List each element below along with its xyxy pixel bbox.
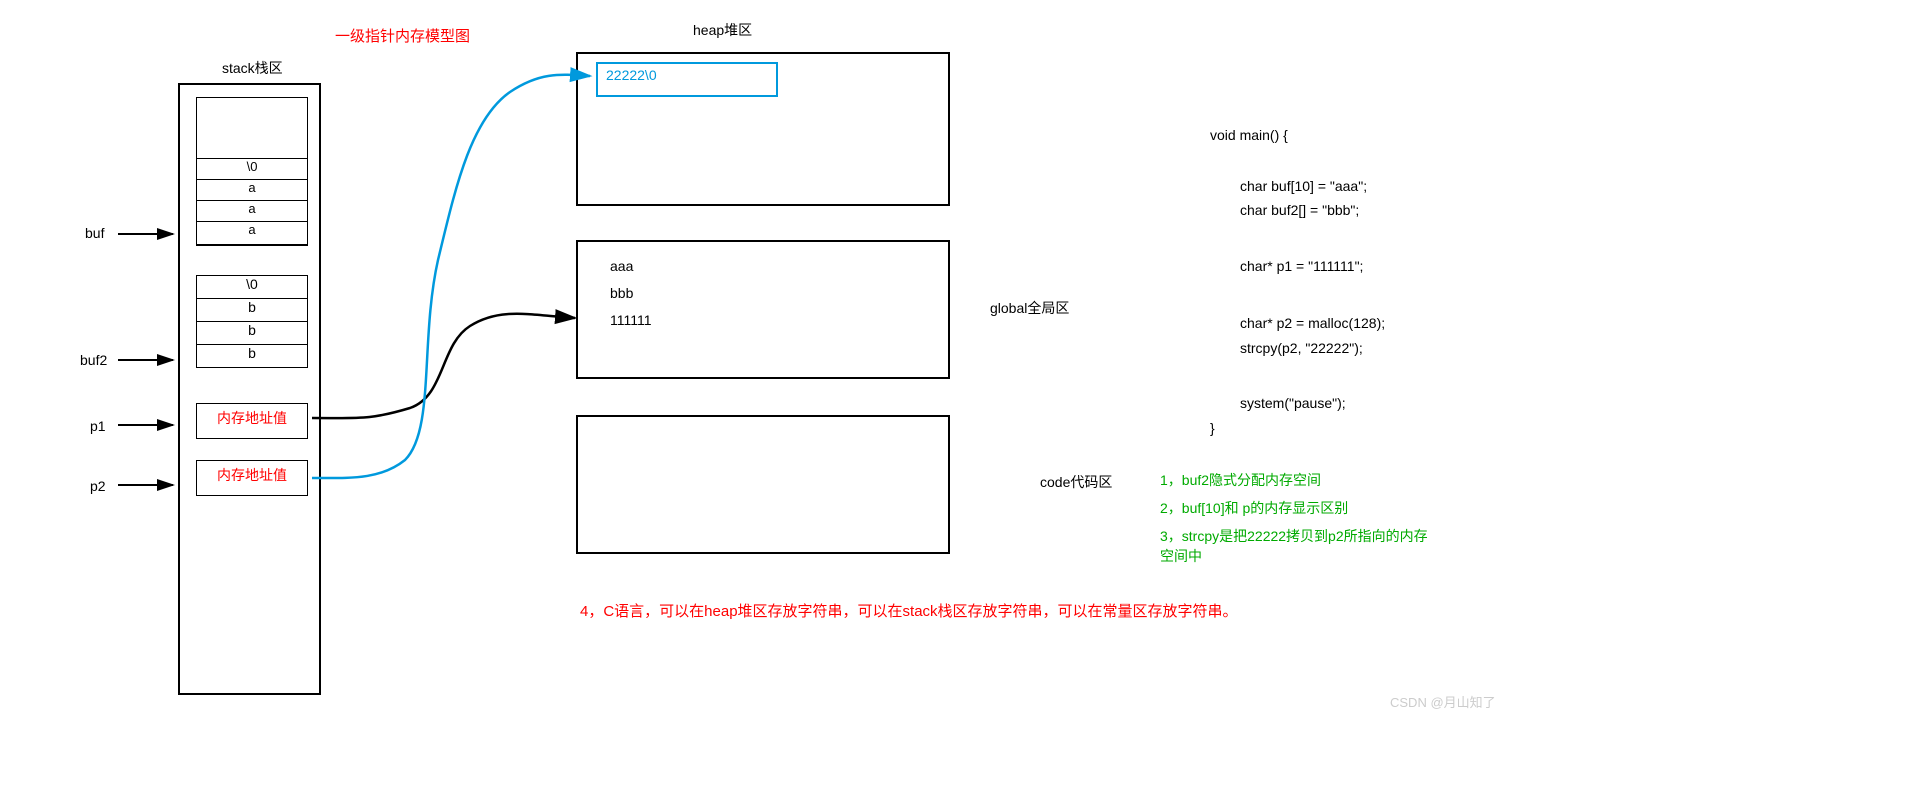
global-line: bbb — [610, 285, 633, 301]
code-line: char buf2[] = "bbb"; — [1240, 202, 1359, 218]
code-line: system("pause"); — [1240, 395, 1346, 411]
code-line: char buf[10] = "aaa"; — [1240, 178, 1367, 194]
buf-cell: a — [196, 179, 308, 201]
buf2-cell: b — [196, 298, 308, 322]
note: 1，buf2隐式分配内存空间 — [1160, 470, 1321, 490]
code-line: } — [1210, 420, 1215, 436]
heap-value-box: 22222\0 — [596, 62, 778, 97]
buf2-cell: b — [196, 344, 308, 368]
p2-label: p2 — [90, 478, 106, 494]
p1-box: 内存地址值 — [196, 403, 308, 439]
stack-title: stack栈区 — [222, 58, 283, 78]
note: 2，buf[10]和 p的内存显示区别 — [1160, 498, 1348, 518]
buf2-cell: b — [196, 321, 308, 345]
global-line: 111111 — [610, 312, 652, 328]
global-title: global全局区 — [990, 298, 1069, 318]
heap-title: heap堆区 — [693, 20, 752, 40]
buf2-cell: \0 — [196, 275, 308, 299]
buf2-label: buf2 — [80, 352, 107, 368]
code-line: strcpy(p2, "22222"); — [1240, 340, 1363, 356]
p2-box: 内存地址值 — [196, 460, 308, 496]
summary-note: 4，C语言，可以在heap堆区存放字符串，可以在stack栈区存放字符串，可以在… — [580, 600, 1238, 621]
code-line: char* p1 = "111111"; — [1240, 258, 1363, 274]
code-title: code代码区 — [1040, 472, 1112, 492]
watermark: CSDN @月山知了 — [1390, 692, 1496, 711]
buf-cell: a — [196, 200, 308, 222]
code-line: char* p2 = malloc(128); — [1240, 315, 1385, 331]
code-box — [576, 415, 950, 554]
buf-cell: \0 — [196, 158, 308, 180]
buf-cell: a — [196, 221, 308, 245]
buf-label: buf — [85, 225, 104, 241]
diagram-title: 一级指针内存模型图 — [335, 25, 470, 46]
code-line: void main() { — [1210, 127, 1288, 143]
global-line: aaa — [610, 258, 633, 274]
note: 3，strcpy是把22222拷贝到p2所指向的内存空间中 — [1160, 526, 1440, 566]
p1-label: p1 — [90, 418, 106, 434]
